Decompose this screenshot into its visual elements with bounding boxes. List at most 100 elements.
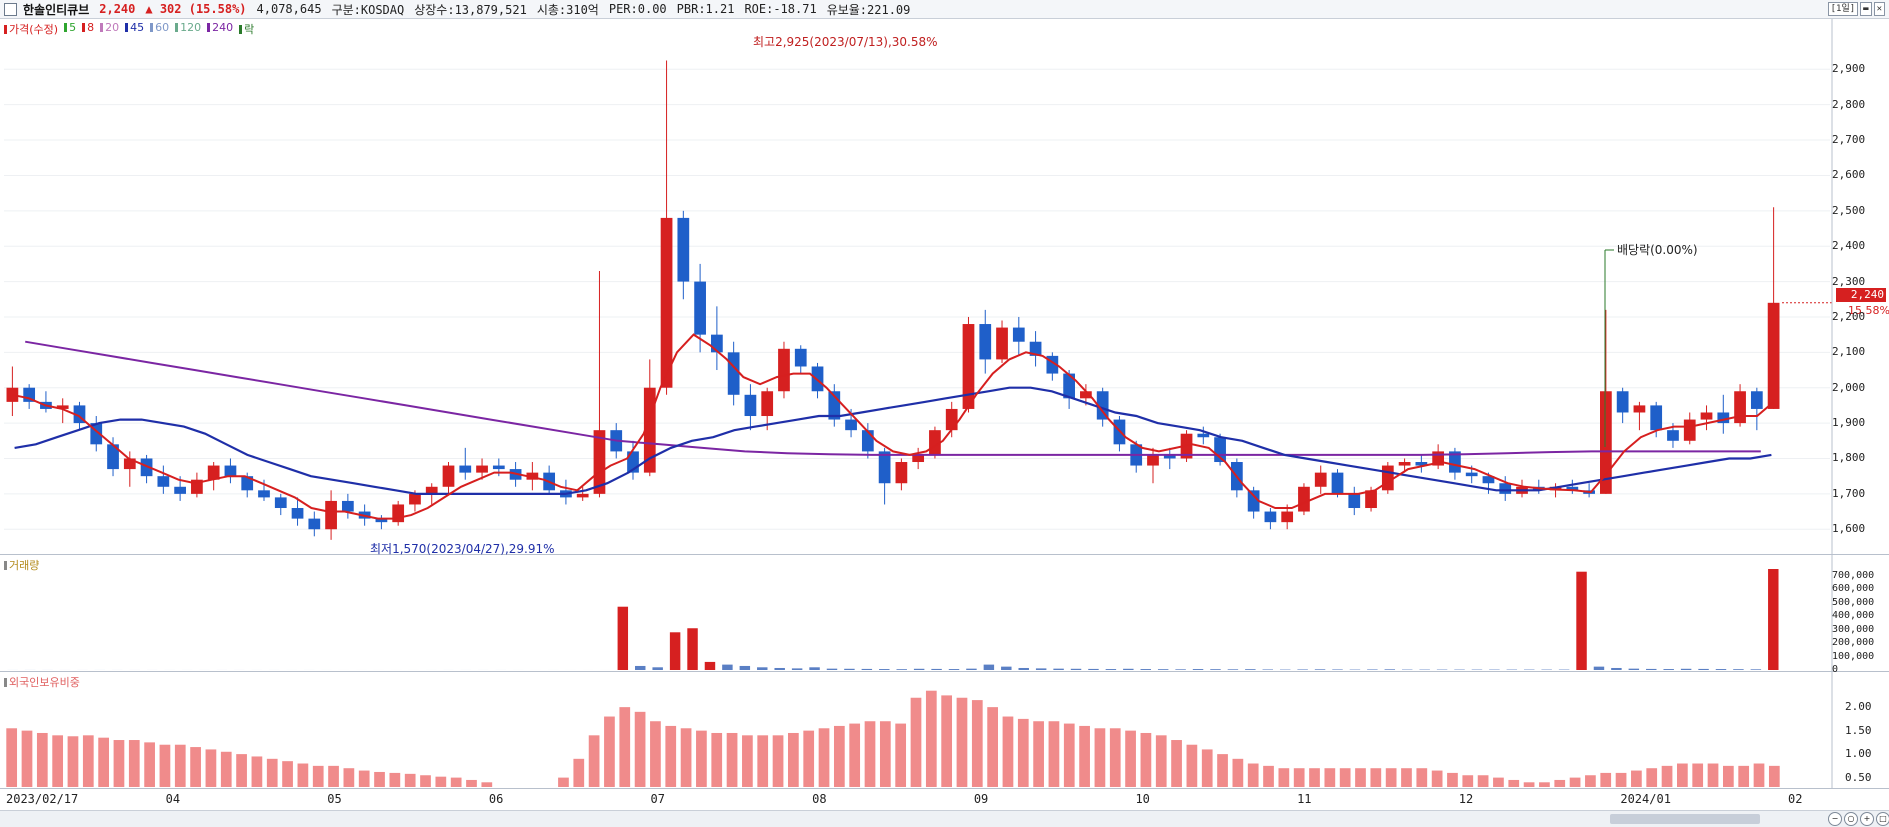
candle (694, 282, 706, 335)
volume-bar (774, 668, 784, 670)
foreign-bar (389, 773, 400, 787)
foreign-bar (1202, 749, 1213, 787)
foreign-bar (144, 742, 155, 787)
volume-chart[interactable] (0, 555, 1889, 671)
price-tick-label: 2,100 (1832, 345, 1865, 358)
candle (275, 497, 287, 508)
volume-bar (687, 628, 697, 670)
volume-bar (1088, 669, 1098, 670)
foreign-bar (22, 731, 33, 787)
candle (778, 349, 790, 391)
candle (1650, 405, 1662, 430)
foreign-bar (681, 728, 692, 787)
foreign-bar (1278, 768, 1289, 787)
candle (1332, 473, 1344, 494)
foreign-tick-label: 0.50 (1845, 771, 1872, 784)
volume-bar (1210, 669, 1220, 670)
foreign-bar (665, 726, 676, 787)
foreign-bar (1370, 768, 1381, 787)
foreign-bar (941, 695, 952, 787)
foreign-chart[interactable] (0, 672, 1889, 788)
checkbox[interactable] (4, 3, 17, 16)
date-tick-label: 07 (651, 792, 665, 806)
foreign-bar (865, 721, 876, 787)
candle (1684, 420, 1696, 441)
foreign-bar (52, 735, 63, 787)
foreign-bar (175, 745, 186, 787)
candle (979, 324, 991, 359)
date-tick-label: 2023/02/17 (6, 792, 78, 806)
candle (1701, 412, 1713, 419)
foreign-bar (328, 766, 339, 787)
volume-bar (1663, 669, 1673, 670)
price-tick-label: 1,700 (1832, 487, 1865, 500)
volume-bar (1019, 668, 1029, 670)
volume-bar (1698, 669, 1708, 670)
horizontal-scrollbar[interactable] (0, 810, 1889, 827)
zoom-out-icon[interactable]: − (1828, 812, 1842, 826)
volume-bar (792, 668, 802, 670)
foreign-bar (1156, 735, 1167, 787)
candle (174, 487, 186, 494)
price-chart[interactable] (0, 19, 1889, 554)
volume-bar (1036, 668, 1046, 670)
minimize-icon[interactable]: ▬ (1860, 2, 1871, 16)
foreign-bar (819, 728, 830, 787)
candle (1281, 512, 1293, 523)
foreign-bar (757, 735, 768, 787)
candle (308, 519, 320, 530)
candle (1768, 303, 1780, 409)
foreign-bar (1769, 766, 1780, 787)
foreign-bar (298, 764, 309, 787)
foreign-bar (635, 712, 646, 787)
volume-tick-label: 100,000 (1832, 651, 1874, 662)
volume-bar (1001, 667, 1011, 670)
volume-bar (966, 669, 976, 670)
market: 구분:KOSDAQ (332, 1, 405, 18)
foreign-bar (803, 731, 814, 787)
period-button[interactable]: [1일] (1828, 2, 1859, 16)
zoom-reset-icon[interactable]: ○ (1844, 812, 1858, 826)
volume-bar (740, 666, 750, 670)
foreign-bar (1233, 759, 1244, 787)
foreign-bar (252, 756, 263, 787)
volume-bar (844, 669, 854, 670)
pbr: PBR:1.21 (677, 2, 735, 16)
foreign-bar (359, 771, 370, 787)
zoom-fit-icon[interactable]: □ (1876, 812, 1889, 826)
zoom-controls: − ○ + □ (1828, 812, 1889, 826)
foreign-bar (727, 733, 738, 787)
date-tick-label: 2024/01 (1620, 792, 1671, 806)
candle (1617, 391, 1629, 412)
zoom-in-icon[interactable]: + (1860, 812, 1874, 826)
foreign-bar (114, 740, 125, 787)
candle (1197, 434, 1209, 438)
volume-bar (1315, 669, 1325, 670)
volume-bar (757, 667, 767, 670)
foreign-bar (221, 752, 232, 787)
change: ▲ 302 (15.58%) (145, 2, 246, 16)
volume-bar (635, 666, 645, 670)
close-icon[interactable]: ✕ (1874, 2, 1885, 16)
scroll-thumb[interactable] (1610, 814, 1760, 824)
foreign-bar (1462, 775, 1473, 787)
price-tick-label: 2,000 (1832, 381, 1865, 394)
price-tick-label: 2,400 (1832, 239, 1865, 252)
foreign-bar (1662, 766, 1673, 787)
candle (1466, 473, 1478, 477)
foreign-bar (1554, 780, 1565, 787)
foreign-bar (282, 761, 293, 787)
foreign-bar (313, 766, 324, 787)
current-price-tag: 2,240 (1836, 288, 1886, 302)
price-panel[interactable]: 가격(수정) 5 8 20 45 60 120 240 락 최고2,925(20… (0, 19, 1889, 555)
foreign-bar (895, 724, 906, 787)
volume-bar (1228, 669, 1238, 670)
volume-bar (1629, 669, 1639, 670)
candle (157, 476, 169, 487)
volume-tick-label: 600,000 (1832, 583, 1874, 594)
candle (443, 466, 455, 487)
foreign-bar (1508, 780, 1519, 787)
candle (1013, 328, 1025, 342)
